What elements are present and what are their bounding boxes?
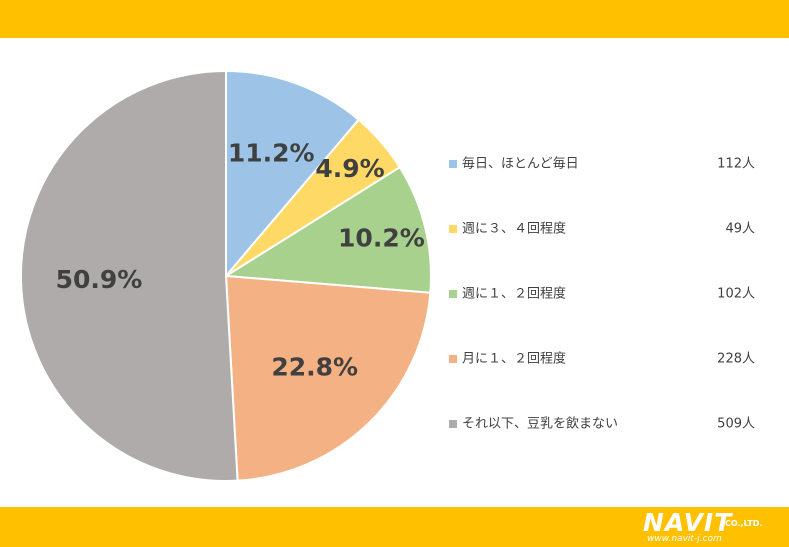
legend-label-2: 週に３、４回程度	[462, 221, 566, 237]
pie-chart: 11.2%4.9% 10.2% 22.8% 50.9% 毎日、ほとんど毎日 112人週に…	[19, 69, 755, 482]
legend-count-4: 228人	[717, 352, 755, 367]
pie-percent-label-1: 11.2%	[228, 138, 315, 167]
logo-url: www.navit-j.com	[647, 534, 722, 544]
legend-label-4: 月に１、２回程度	[462, 351, 566, 367]
legend-label-5: それ以下、豆乳を飲まない	[462, 416, 618, 432]
pie-percent-label-5: 50.9%	[56, 265, 143, 294]
pie-slice-1	[225, 69, 361, 279]
pie-percent-labels: 11.2%4.9% 10.2% 22.8% 50.9%	[56, 138, 425, 381]
top-banner	[0, 0, 789, 38]
legend-swatch-2	[449, 225, 457, 233]
legend-swatch-5	[449, 420, 457, 428]
logo-name: NAVIT	[643, 508, 733, 537]
legend-count-1: 112人	[717, 157, 755, 172]
pie-percent-label-3: 10.2%	[338, 224, 425, 253]
pie-slice-3	[222, 165, 432, 294]
pie-slice-4	[224, 274, 432, 482]
pie-percent-label-4: 22.8%	[271, 353, 358, 382]
logo-company: CO.,LTD.	[725, 519, 763, 528]
navit-logo: NAVIT CO.,LTD. www.navit-j.com	[643, 509, 775, 545]
legend-swatch-1	[449, 160, 457, 168]
bottom-banner	[0, 507, 789, 547]
legend-swatch-4	[449, 355, 457, 363]
legend-count-5: 509人	[717, 417, 755, 432]
legend-label-1: 毎日、ほとんど毎日	[462, 156, 579, 172]
pie-slice-5	[19, 69, 239, 482]
pie-slices	[19, 69, 432, 482]
legend-count-3: 102人	[717, 287, 755, 302]
legend-count-2: 49人	[725, 222, 755, 237]
pie-percent-label-2: 4.9%	[315, 154, 384, 183]
legend-swatch-3	[449, 290, 457, 298]
legend-label-3: 週に１、２回程度	[462, 286, 566, 302]
